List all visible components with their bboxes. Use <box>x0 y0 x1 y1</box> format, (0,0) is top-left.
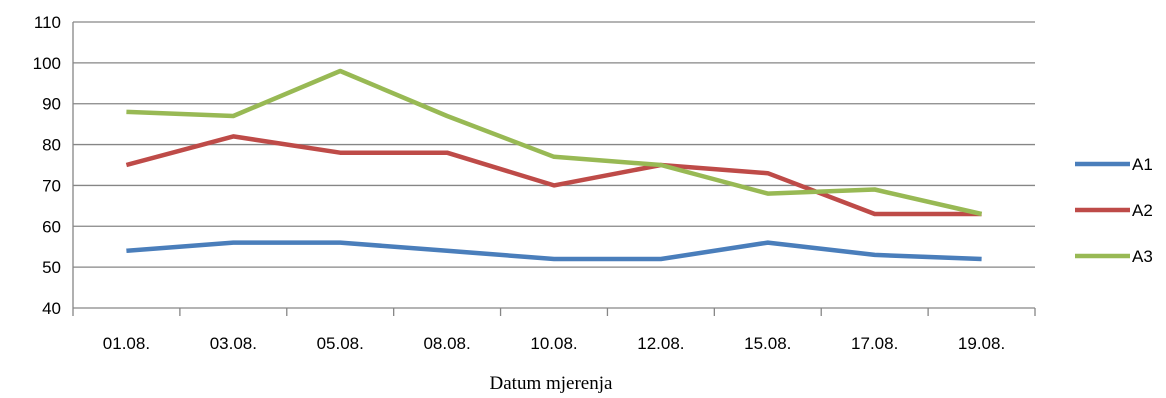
x-axis-title: Datum mjerenja <box>490 373 613 394</box>
legend-label-a3: A3 <box>1132 247 1153 266</box>
y-tick-label: 60 <box>42 217 61 236</box>
series-line-a2 <box>125 134 982 217</box>
y-tick-label: 90 <box>42 95 61 114</box>
x-tick-label: 03.08. <box>210 334 257 353</box>
x-axis <box>72 308 1036 316</box>
series-line-a3 <box>126 68 983 217</box>
legend: A1 A2 A3 <box>1075 155 1153 266</box>
x-tick-label: 17.08. <box>851 334 898 353</box>
y-axis-tick-labels: 40 50 60 70 80 90 100 110 <box>33 13 61 318</box>
x-tick-label: 15.08. <box>744 334 791 353</box>
y-tick-label: 50 <box>42 258 61 277</box>
x-axis-tick-labels: 01.08. 03.08. 05.08. 08.08. 10.08. 12.08. 15.0… <box>103 334 1005 353</box>
x-tick-label: 01.08. <box>103 334 150 353</box>
y-tick-label: 70 <box>42 176 61 195</box>
legend-label-a1: A1 <box>1132 155 1153 174</box>
series-lines <box>125 68 983 262</box>
x-tick-label: 10.08. <box>530 334 577 353</box>
legend-label-a2: A2 <box>1132 201 1153 220</box>
y-tick-label: 110 <box>34 13 61 32</box>
y-tick-label: 80 <box>42 136 61 155</box>
series-line-a1 <box>126 240 982 262</box>
x-tick-label: 08.08. <box>423 334 470 353</box>
x-tick-label: 19.08. <box>958 334 1005 353</box>
y-tick-label: 40 <box>42 299 61 318</box>
y-tick-label: 100 <box>33 54 61 73</box>
x-tick-label: 12.08. <box>637 334 684 353</box>
gridlines <box>72 21 1035 309</box>
x-tick-label: 05.08. <box>317 334 364 353</box>
